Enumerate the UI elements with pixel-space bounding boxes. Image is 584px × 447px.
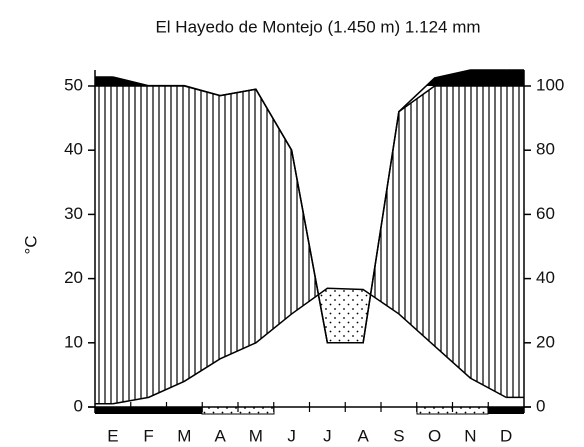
x-tick-label: A: [214, 426, 226, 445]
precipitation-line: [112, 69, 507, 344]
x-tick-label: D: [500, 426, 512, 445]
frost-absolute: [95, 407, 202, 414]
x-tick-label: M: [249, 426, 263, 445]
x-tick-label: S: [393, 426, 404, 445]
x-tick-label: J: [323, 426, 332, 445]
y2-tick-label: 40: [536, 268, 555, 287]
y2-tick-label: 0: [536, 396, 545, 415]
x-tick-label: M: [177, 426, 191, 445]
x-tick-label: N: [464, 426, 476, 445]
temperature-line: [112, 287, 507, 405]
frost-absolute: [488, 407, 524, 414]
x-tick-label: E: [107, 426, 118, 445]
y-tick-label: 20: [64, 268, 83, 287]
y2-tick-label: 20: [536, 332, 555, 351]
y-tick-label: 40: [64, 140, 83, 159]
y2-tick-label: 80: [536, 140, 555, 159]
y-tick-label: 0: [74, 396, 83, 415]
y-tick-label: 50: [64, 75, 83, 94]
x-tick-label: J: [287, 426, 296, 445]
y-tick-label: 30: [64, 204, 83, 223]
chart-title: El Hayedo de Montejo (1.450 m) 1.124 mm: [155, 17, 480, 36]
x-tick-label: O: [428, 426, 441, 445]
y-tick-label: 10: [64, 332, 83, 351]
excess-area: [95, 69, 524, 86]
y2-tick-label: 100: [536, 75, 564, 94]
x-tick-label: F: [143, 426, 153, 445]
x-tick-label: A: [357, 426, 369, 445]
y-axis-label: °C: [21, 235, 40, 254]
y2-tick-label: 60: [536, 204, 555, 223]
